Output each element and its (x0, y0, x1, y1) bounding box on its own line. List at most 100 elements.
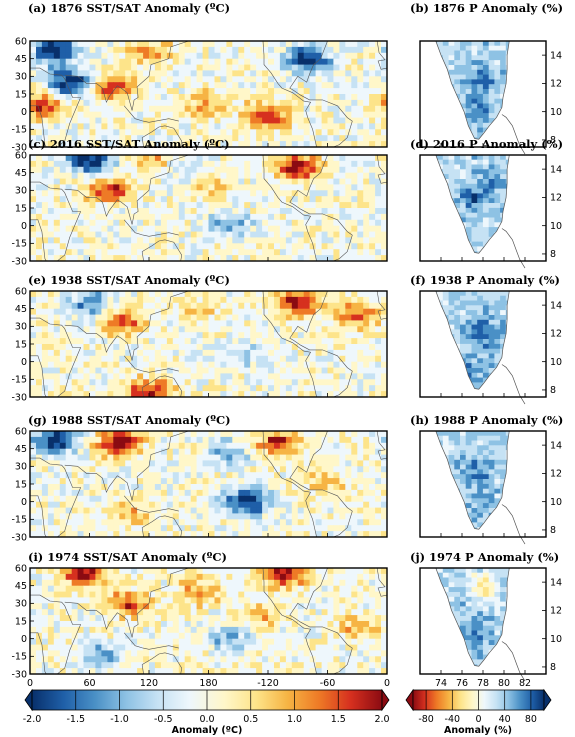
sst-cell (137, 484, 144, 491)
sst-cell (47, 466, 55, 473)
sst-cell (36, 466, 43, 473)
sst-cell (369, 326, 376, 333)
sst-cell (256, 111, 263, 118)
sst-cell (154, 489, 162, 497)
sst-cell (59, 291, 67, 298)
sst-cell (83, 105, 90, 113)
sst-cell (83, 160, 90, 168)
sst-cell (303, 385, 311, 392)
sst-cell (238, 591, 245, 598)
sst-cell (214, 367, 221, 374)
sst-cell (36, 141, 43, 147)
sst-cell (113, 436, 120, 444)
sst-cell (351, 442, 358, 450)
sst-cell (244, 585, 251, 592)
sst-cell (297, 208, 305, 215)
sst-cell (119, 41, 126, 48)
sst-cell (65, 64, 73, 71)
sst-cell (285, 355, 293, 363)
sst-cell (36, 484, 43, 491)
sst-cell (113, 472, 120, 479)
sst-cell (125, 361, 132, 368)
sst-cell (154, 373, 162, 380)
sst-cell (107, 141, 114, 147)
sst-cell (291, 52, 299, 60)
sst-cell (59, 296, 67, 304)
sst-cell (30, 355, 37, 363)
sst-cell (59, 178, 67, 185)
sst-cell (166, 70, 174, 77)
sst-cell (303, 291, 311, 298)
sst-cell (238, 501, 245, 508)
sst-cell (83, 172, 90, 179)
sst-cell (101, 41, 108, 48)
sst-cell (208, 88, 215, 95)
sst-cell (238, 213, 245, 221)
sst-cell (154, 585, 162, 592)
sst-cell (71, 155, 79, 162)
sst-cell (309, 64, 316, 71)
sst-cell (381, 489, 387, 497)
sst-cell (309, 391, 316, 397)
sst-cell (351, 302, 358, 310)
sst-cell (71, 568, 79, 575)
sst-cell (309, 190, 316, 197)
sst-cell (381, 314, 387, 321)
sst-cell (285, 349, 293, 357)
sst-cell (107, 308, 114, 315)
sst-cell (190, 531, 198, 537)
sst-cell (166, 237, 174, 244)
sst-cell (190, 213, 198, 221)
sst-cell (321, 166, 328, 174)
sst-cell (250, 99, 257, 107)
sst-cell (262, 591, 269, 598)
sst-cell (321, 135, 328, 142)
sst-cell (291, 484, 299, 491)
sst-cell (41, 219, 49, 227)
sst-cell (30, 94, 37, 101)
sst-cell (232, 76, 239, 83)
sst-cell (83, 460, 90, 467)
sst-cell (333, 585, 340, 592)
sst-cell (291, 448, 299, 455)
sst-cell (214, 355, 221, 363)
sst-cell (41, 367, 49, 374)
sst-cell (369, 454, 376, 461)
sst-cell (202, 579, 209, 587)
sst-cell (101, 99, 108, 107)
sst-cell (53, 489, 61, 497)
sst-cell (83, 320, 90, 327)
sst-cell (274, 436, 281, 444)
sst-cell (291, 472, 299, 479)
sst-cell (226, 314, 233, 321)
sst-cell (321, 308, 328, 315)
sst-cell (143, 117, 150, 124)
lat-tick-label: -15 (11, 125, 27, 136)
sst-cell (321, 314, 328, 321)
sst-cell (375, 225, 382, 232)
sst-cell (65, 484, 73, 491)
sst-cell (369, 129, 376, 136)
sst-cell (351, 255, 358, 261)
sst-cell (178, 219, 186, 227)
sst-cell (226, 225, 233, 232)
sst-cell (154, 525, 162, 532)
sst-cell (77, 349, 84, 357)
sst-cell (375, 166, 382, 174)
sst-cell (268, 391, 275, 397)
sst-cell (166, 466, 174, 473)
sst-cell (369, 597, 376, 604)
sst-cell (285, 573, 293, 581)
sst-cell (214, 296, 221, 304)
sst-cell (113, 46, 120, 54)
sst-cell (178, 355, 186, 363)
sst-cell (190, 373, 198, 380)
sst-cell (184, 94, 192, 101)
sst-cell (196, 243, 203, 250)
sst-cell (178, 225, 186, 232)
sst-cell (256, 302, 263, 310)
sst-cell (53, 361, 61, 368)
sst-cell (297, 94, 305, 101)
sst-cell (65, 525, 73, 532)
